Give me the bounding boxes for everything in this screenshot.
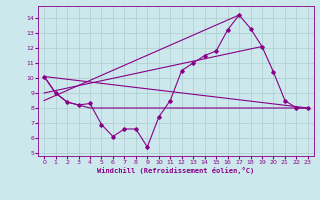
X-axis label: Windchill (Refroidissement éolien,°C): Windchill (Refroidissement éolien,°C) [97, 167, 255, 174]
